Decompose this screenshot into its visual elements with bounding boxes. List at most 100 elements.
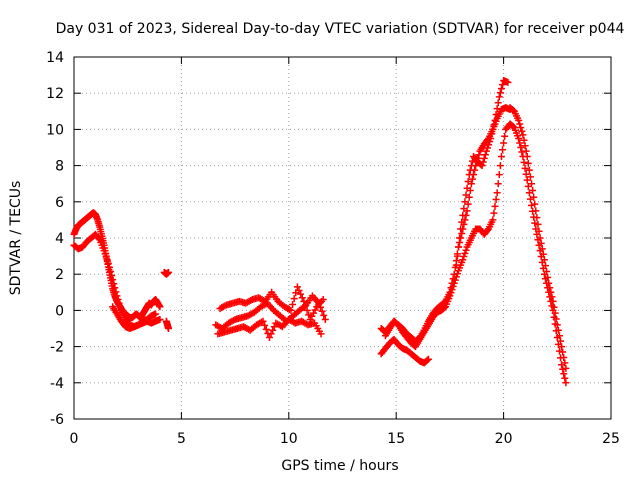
data-point bbox=[523, 176, 531, 184]
data-point bbox=[562, 379, 570, 387]
data-point bbox=[528, 201, 536, 209]
data-point bbox=[116, 303, 124, 311]
data-point bbox=[532, 207, 540, 215]
data-point bbox=[102, 253, 110, 261]
chart-title: Day 031 of 2023, Sidereal Day-to-day VTE… bbox=[56, 21, 625, 37]
y-axis-ticks: -6 -4 -2 0 2 4 6 8 10 12 14 bbox=[46, 50, 611, 428]
data-point bbox=[537, 239, 545, 247]
data-point bbox=[500, 139, 508, 147]
data-points bbox=[70, 77, 570, 387]
data-point bbox=[499, 81, 507, 89]
data-point bbox=[451, 276, 459, 284]
data-point bbox=[464, 177, 472, 185]
data-point bbox=[317, 330, 325, 338]
data-point bbox=[559, 365, 567, 373]
series-segment-14 bbox=[506, 104, 570, 372]
data-point bbox=[261, 321, 269, 329]
data-point bbox=[462, 191, 470, 199]
data-point bbox=[504, 78, 512, 86]
data-point bbox=[453, 270, 461, 278]
data-point bbox=[423, 356, 431, 364]
data-point bbox=[495, 171, 503, 179]
data-point bbox=[529, 186, 537, 194]
data-point bbox=[293, 283, 301, 291]
data-point bbox=[486, 138, 494, 146]
data-point bbox=[111, 284, 119, 292]
data-point bbox=[497, 153, 505, 161]
data-point bbox=[555, 332, 563, 340]
data-point bbox=[528, 180, 536, 188]
data-point bbox=[109, 276, 117, 284]
data-point bbox=[552, 315, 560, 323]
y-tick-label: -2 bbox=[50, 340, 64, 356]
data-point bbox=[165, 268, 173, 276]
data-point bbox=[459, 256, 467, 264]
data-point bbox=[494, 180, 502, 188]
data-point bbox=[534, 220, 542, 228]
data-point bbox=[462, 246, 470, 254]
data-point bbox=[453, 252, 461, 260]
data-point bbox=[478, 162, 486, 170]
data-point bbox=[490, 209, 498, 217]
data-point bbox=[481, 151, 489, 159]
data-point bbox=[516, 139, 524, 147]
data-point bbox=[456, 234, 464, 242]
y-tick-label: -4 bbox=[50, 376, 64, 392]
data-point bbox=[491, 202, 499, 210]
data-point bbox=[267, 330, 275, 338]
data-point bbox=[560, 370, 568, 378]
data-point bbox=[495, 93, 503, 101]
data-point bbox=[536, 234, 544, 242]
data-point bbox=[525, 166, 533, 174]
data-point bbox=[531, 200, 539, 208]
data-point bbox=[562, 364, 570, 372]
data-point bbox=[509, 123, 517, 131]
data-point bbox=[448, 286, 456, 294]
y-tick-label: 12 bbox=[46, 86, 64, 102]
x-axis-ticks: 0 5 10 15 20 25 bbox=[70, 57, 620, 447]
y-tick-label: 8 bbox=[55, 159, 64, 175]
series-segment-5 bbox=[162, 317, 173, 332]
y-tick-label: 4 bbox=[55, 231, 64, 247]
data-point bbox=[548, 293, 556, 301]
data-point bbox=[269, 326, 277, 334]
data-point bbox=[554, 326, 562, 334]
data-point bbox=[466, 166, 474, 174]
data-point bbox=[487, 134, 495, 142]
data-point bbox=[287, 306, 295, 314]
data-point bbox=[458, 229, 466, 237]
data-point bbox=[499, 146, 507, 154]
data-point bbox=[165, 325, 173, 332]
data-point bbox=[447, 289, 455, 297]
data-point bbox=[110, 280, 118, 288]
data-point bbox=[459, 211, 467, 219]
data-point bbox=[491, 116, 499, 124]
data-point bbox=[493, 189, 501, 197]
y-tick-label: 6 bbox=[55, 195, 64, 211]
data-point bbox=[441, 304, 449, 312]
data-point bbox=[112, 288, 120, 296]
data-point bbox=[483, 144, 491, 152]
data-point bbox=[482, 147, 490, 155]
data-point bbox=[290, 295, 298, 303]
data-point bbox=[501, 132, 509, 140]
data-point bbox=[303, 306, 311, 314]
data-point bbox=[530, 193, 538, 201]
data-point bbox=[524, 159, 532, 167]
data-point bbox=[516, 120, 524, 128]
data-point bbox=[265, 334, 273, 342]
series-segment-8 bbox=[214, 315, 325, 342]
data-point bbox=[449, 282, 457, 290]
data-point bbox=[460, 253, 468, 261]
data-point bbox=[515, 134, 523, 142]
data-point bbox=[497, 85, 505, 93]
data-point bbox=[301, 302, 309, 310]
data-point bbox=[108, 272, 116, 280]
data-point bbox=[262, 325, 270, 333]
data-point bbox=[545, 279, 553, 287]
data-point bbox=[540, 256, 548, 264]
data-point bbox=[521, 164, 529, 172]
data-point bbox=[520, 136, 528, 144]
series-segment-4 bbox=[160, 268, 173, 278]
data-point bbox=[424, 355, 432, 363]
